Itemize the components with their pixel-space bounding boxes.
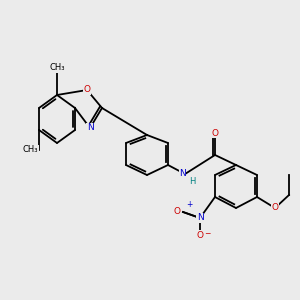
Text: CH₃: CH₃ (49, 63, 65, 72)
Text: +: + (186, 200, 192, 209)
Text: O: O (212, 128, 218, 137)
Text: N: N (196, 214, 203, 223)
Text: O: O (272, 203, 278, 212)
Text: N: N (87, 124, 93, 133)
Text: O: O (196, 230, 203, 239)
Text: N: N (179, 169, 186, 178)
Text: H: H (189, 177, 195, 186)
Text: O: O (83, 85, 91, 94)
Text: O: O (174, 206, 181, 215)
Text: CH₃: CH₃ (22, 146, 38, 154)
Text: −: − (204, 230, 210, 238)
